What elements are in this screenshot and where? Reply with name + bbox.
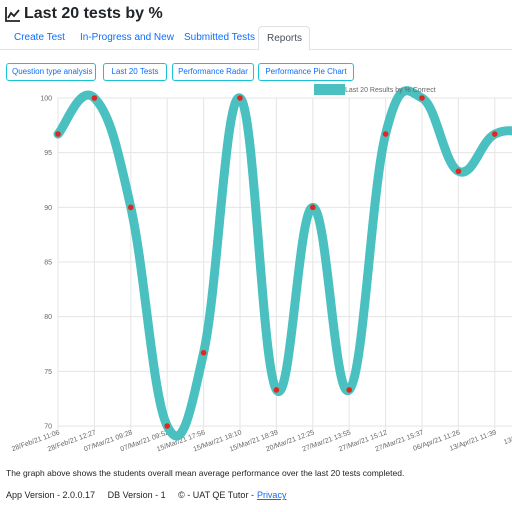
y-tick-label: 70: [44, 424, 52, 431]
tab-create-test[interactable]: Create Test: [14, 32, 65, 43]
data-point[interactable]: [273, 387, 280, 393]
y-tick-label: 85: [44, 260, 52, 267]
tab-in-progress-and-new[interactable]: In-Progress and New: [80, 32, 174, 43]
last-20-tests-button[interactable]: Last 20 Tests: [103, 63, 167, 81]
x-tick-label: 13/Apr/21: [503, 429, 512, 446]
y-tick-label: 95: [44, 150, 52, 157]
page-header: Last 20 tests by %: [5, 4, 163, 24]
data-point[interactable]: [237, 95, 243, 101]
line-chart-icon: [5, 7, 20, 22]
y-tick-label: 90: [44, 205, 52, 212]
data-point[interactable]: [164, 423, 170, 429]
db-version: DB Version - 1: [107, 490, 166, 500]
data-point[interactable]: [419, 95, 425, 101]
question-type-analysis-button[interactable]: Question type analysis: [6, 63, 96, 81]
copyright-text: © - UAT QE Tutor -: [178, 490, 254, 500]
chart-series: [53, 86, 512, 441]
tab-reports[interactable]: Reports: [258, 26, 310, 51]
data-point[interactable]: [128, 204, 134, 211]
app-version: App Version - 2.0.0.17: [6, 490, 96, 500]
y-tick-label: 75: [44, 369, 52, 376]
y-tick-label: 80: [44, 314, 52, 321]
data-point[interactable]: [492, 131, 498, 137]
y-tick-label: 100: [40, 96, 52, 103]
nav-tabs: Create Test In-Progress and New Submitte…: [0, 26, 512, 51]
privacy-link[interactable]: Privacy: [256, 490, 287, 500]
data-point[interactable]: [91, 95, 98, 101]
data-point[interactable]: [455, 168, 462, 175]
series-line: [53, 86, 512, 441]
page-title: Last 20 tests by %: [24, 5, 163, 22]
data-point[interactable]: [382, 131, 389, 137]
footer: App Version - 2.0.0.17 DB Version - 1 © …: [6, 490, 286, 500]
legend-label: Last 20 Results by % Correct: [345, 87, 436, 94]
data-point[interactable]: [55, 131, 61, 137]
data-point[interactable]: [200, 349, 207, 356]
legend-swatch: [314, 84, 345, 95]
tab-submitted-tests[interactable]: Submitted Tests: [184, 32, 255, 43]
data-point[interactable]: [346, 387, 353, 393]
data-point[interactable]: [310, 204, 316, 211]
performance-radar-button[interactable]: Performance Radar: [172, 63, 254, 81]
performance-pie-chart-button[interactable]: Performance Pie Chart: [258, 63, 354, 81]
chart-legend: Last 20 Results by % Correct: [314, 84, 436, 95]
chart-caption: The graph above shows the students overa…: [6, 468, 405, 478]
